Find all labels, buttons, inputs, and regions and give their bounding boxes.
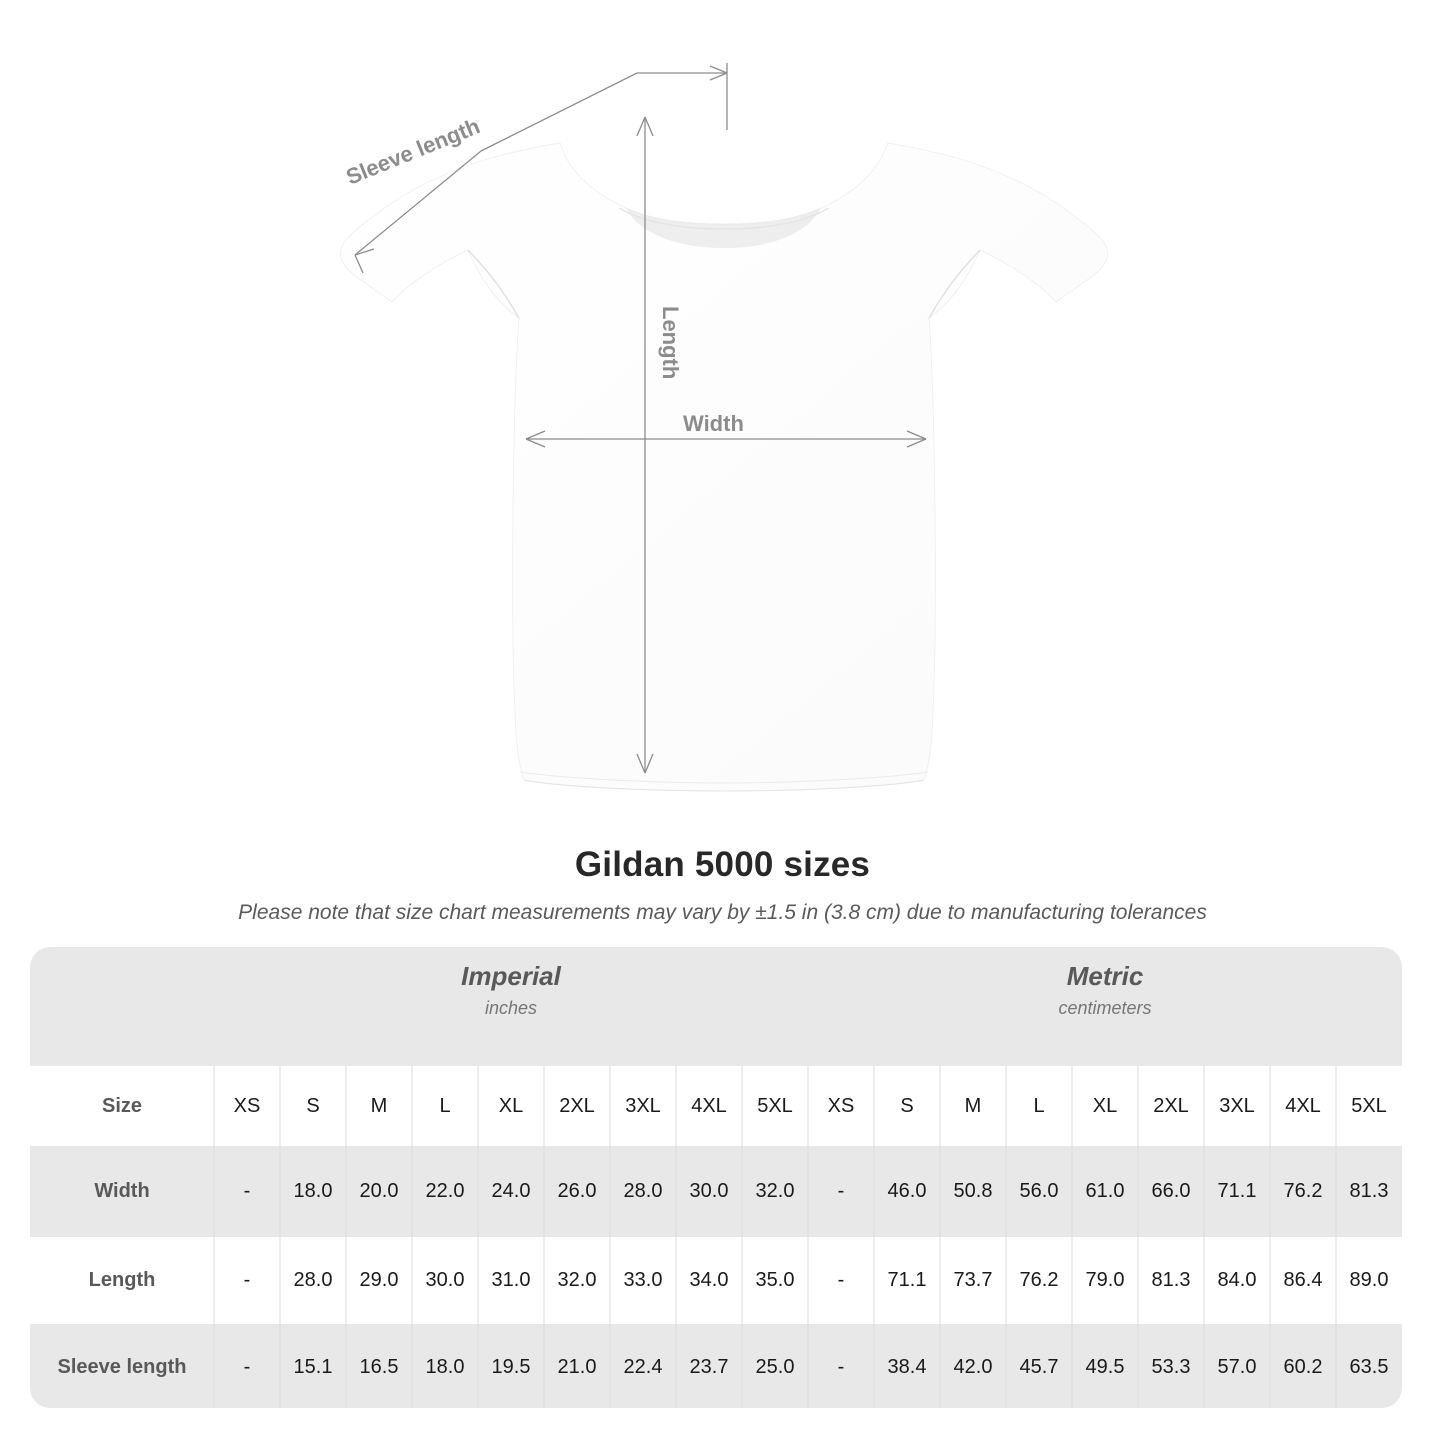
svg-text:Width: Width bbox=[683, 411, 744, 436]
svg-text:Length: Length bbox=[658, 306, 683, 379]
